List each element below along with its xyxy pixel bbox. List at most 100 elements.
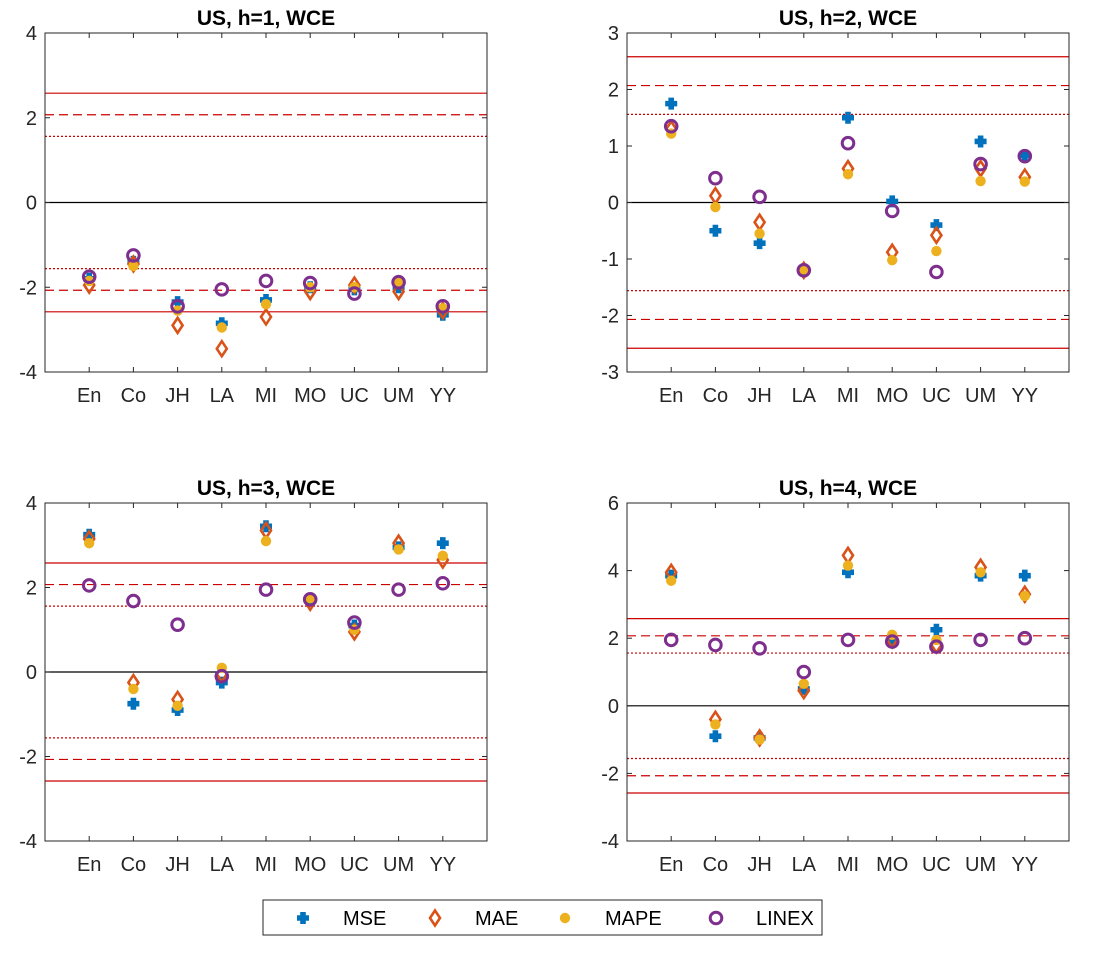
mape-point	[172, 700, 183, 711]
linex-point	[840, 632, 856, 648]
x-tick-label: MO	[294, 854, 326, 876]
x-tick-label: MI	[255, 854, 277, 876]
mape-point	[260, 299, 272, 310]
mse-point	[930, 219, 943, 232]
x-tick-label: MO	[876, 854, 908, 876]
chart-panel-2: -3 -2 -1 0 1 2 3 En Co JH LA MI MO UC UM YY US, h=2, WCE	[601, 7, 1070, 407]
mape-point	[842, 169, 854, 180]
mse-point	[753, 237, 766, 250]
mape-point	[666, 575, 677, 586]
x-tick-label: UM	[383, 385, 414, 407]
mape-point	[128, 683, 139, 695]
legend-item-mse: MSE	[297, 908, 386, 930]
mse-point	[1018, 149, 1031, 162]
linex-point	[973, 632, 988, 648]
mape-point	[1019, 590, 1030, 602]
linex-point	[929, 639, 944, 654]
y-tick-label: 0	[608, 696, 619, 718]
x-tick-label: YY	[429, 854, 456, 876]
mae-point	[797, 680, 811, 701]
x-tick-label: LA	[792, 854, 817, 876]
x-tick-label: JH	[165, 854, 189, 876]
x-tick-label: JH	[747, 385, 771, 407]
y-tick-label: -4	[19, 362, 37, 384]
mae-legend-marker	[428, 908, 442, 928]
mape-point	[84, 537, 95, 549]
x-tick-label: LA	[210, 385, 235, 407]
mse-point	[127, 697, 140, 710]
mape-point	[975, 175, 986, 187]
x-tick-label: UM	[965, 385, 996, 407]
y-tick-label: 0	[26, 662, 37, 684]
mse-point	[886, 195, 899, 208]
x-tick-label: UC	[922, 385, 951, 407]
x-tick-label: En	[77, 385, 101, 407]
mae-point	[392, 281, 406, 302]
mape-point	[754, 734, 765, 745]
legend-label: LINEX	[756, 908, 814, 930]
x-tick-label: MO	[294, 385, 326, 407]
x-tick-label: Co	[703, 854, 729, 876]
linex-point	[796, 263, 812, 278]
mape-point	[710, 719, 721, 730]
linex-point	[347, 286, 362, 301]
x-tick-label: MI	[837, 385, 859, 407]
mse-point	[886, 635, 899, 648]
mse-point	[436, 308, 449, 321]
mse-point	[709, 730, 722, 743]
linex-point	[214, 668, 230, 684]
mape-point	[305, 282, 316, 293]
mape-point	[931, 245, 942, 257]
y-tick-label: -2	[19, 277, 37, 299]
chart-title: US, h=4, WCE	[779, 477, 917, 500]
x-tick-label: UC	[340, 854, 369, 876]
y-tick-label: 0	[608, 193, 619, 215]
x-tick-label: YY	[429, 385, 456, 407]
mse-point	[83, 528, 96, 541]
chart-panel-1: -4 -2 0 2 4 En Co JH LA MI MO UC UM YY US, h=1, WCE	[19, 7, 488, 407]
x-tick-label: UC	[340, 385, 369, 407]
mse-point	[842, 111, 854, 124]
mae-point	[753, 728, 767, 748]
linex-point	[840, 135, 856, 151]
x-tick-label: YY	[1011, 854, 1038, 876]
mape-point	[1019, 176, 1030, 187]
y-tick-label: -4	[601, 831, 619, 853]
linex-point	[170, 299, 185, 314]
linex-point	[81, 578, 97, 593]
y-tick-label: 6	[608, 493, 619, 515]
linex-point	[708, 170, 723, 186]
mse-point	[436, 537, 449, 550]
linex-point	[258, 273, 274, 289]
mape-point	[887, 254, 898, 266]
y-tick-label: -3	[601, 362, 619, 384]
legend-label: MSE	[343, 908, 386, 930]
mae-point	[708, 185, 722, 206]
x-tick-label: YY	[1011, 385, 1038, 407]
mape-point	[710, 201, 721, 213]
mape-point	[842, 560, 854, 571]
mse-point	[260, 520, 272, 533]
chart-title: US, h=3, WCE	[197, 477, 335, 500]
y-tick-label: 2	[26, 578, 37, 600]
mse-point	[930, 623, 943, 636]
linex-point	[752, 189, 767, 205]
x-tick-label: UM	[383, 854, 414, 876]
linex-point	[752, 641, 767, 656]
linex-point	[884, 203, 900, 219]
mape-point	[216, 322, 227, 333]
linex-point	[126, 248, 141, 263]
y-tick-label: 0	[26, 193, 37, 215]
linex-point	[708, 637, 723, 653]
legend-item-mae: MAE	[428, 908, 518, 930]
linex-point	[929, 264, 944, 280]
mae-point	[215, 338, 229, 359]
mape-point	[754, 228, 765, 239]
mse-point	[1018, 569, 1031, 582]
linex-point	[391, 274, 406, 290]
y-tick-label: 2	[608, 628, 619, 650]
x-tick-label: LA	[210, 854, 235, 876]
x-tick-label: JH	[165, 385, 189, 407]
linex-point	[435, 299, 451, 314]
